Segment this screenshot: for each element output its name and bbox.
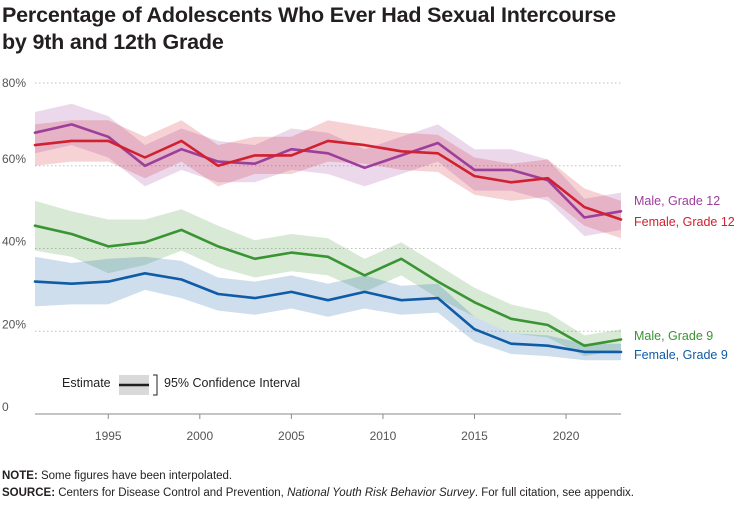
y-tick-label: 0	[2, 400, 9, 414]
ci-band-female-grade-9	[35, 256, 621, 361]
source-text-2: . For full citation, see appendix.	[474, 487, 634, 499]
y-tick-label: 40%	[2, 235, 26, 249]
series-label-female-grade-9: Female, Grade 9	[634, 348, 728, 362]
series-line-male-grade-12	[33, 123, 623, 219]
series-line-male-grade-9	[33, 224, 623, 348]
x-tick-label: 2000	[186, 429, 213, 443]
series-label-female-grade-12: Female, Grade 12	[634, 215, 734, 229]
x-tick-label: 2020	[553, 429, 580, 443]
y-tick-label: 80%	[2, 76, 26, 90]
legend-ci-label: 95% Confidence Interval	[164, 376, 300, 390]
gridlines	[35, 82, 621, 332]
legend-bracket	[153, 374, 158, 396]
series-label-male-grade-9: Male, Grade 9	[634, 329, 713, 343]
legend: Estimate 95% Confidence Interval	[62, 374, 300, 396]
x-axis-ticks: 1995 2000 2005 2010 2015 2020	[95, 414, 580, 443]
chart-title: Percentage of Adolescents Who Ever Had S…	[2, 2, 732, 56]
footnote-note: NOTE: Some figures have been interpolate…	[2, 468, 732, 484]
series-lines	[33, 123, 623, 354]
x-tick-label: 2005	[278, 429, 305, 443]
footnote-source: SOURCE: Centers for Disease Control and …	[2, 485, 732, 501]
source-label: SOURCE:	[2, 487, 56, 499]
series-line-female-grade-12	[33, 139, 623, 221]
chart-title-line-1: Percentage of Adolescents Who Ever Had S…	[2, 3, 616, 27]
source-text-1: Centers for Disease Control and Preventi…	[55, 487, 288, 499]
legend-estimate-label: Estimate	[62, 376, 111, 390]
source-title: National Youth Risk Behavior Survey	[287, 487, 475, 499]
y-tick-label: 20%	[2, 317, 26, 331]
ci-band-male-grade-9	[35, 200, 621, 357]
chart-title-line-2: by 9th and 12th Grade	[2, 30, 224, 54]
x-tick-label: 2010	[370, 429, 397, 443]
ci-band-male-grade-12	[35, 103, 621, 237]
x-tick-label: 1995	[95, 429, 122, 443]
series-line-female-grade-9	[33, 271, 623, 354]
note-label: NOTE:	[2, 470, 38, 482]
series-labels: Male, Grade 12 Female, Grade 12 Male, Grad…	[634, 194, 734, 362]
y-axis-ticks: 0 20% 40% 60% 80%	[2, 76, 26, 414]
x-tick-label: 2015	[461, 429, 488, 443]
line-chart: 0 20% 40% 60% 80% 1995 2000 2005 2010 2015 2020 M…	[2, 76, 734, 443]
y-tick-label: 60%	[2, 152, 26, 166]
note-text: Some figures have been interpolated.	[37, 470, 233, 482]
series-label-male-grade-12: Male, Grade 12	[634, 194, 720, 208]
